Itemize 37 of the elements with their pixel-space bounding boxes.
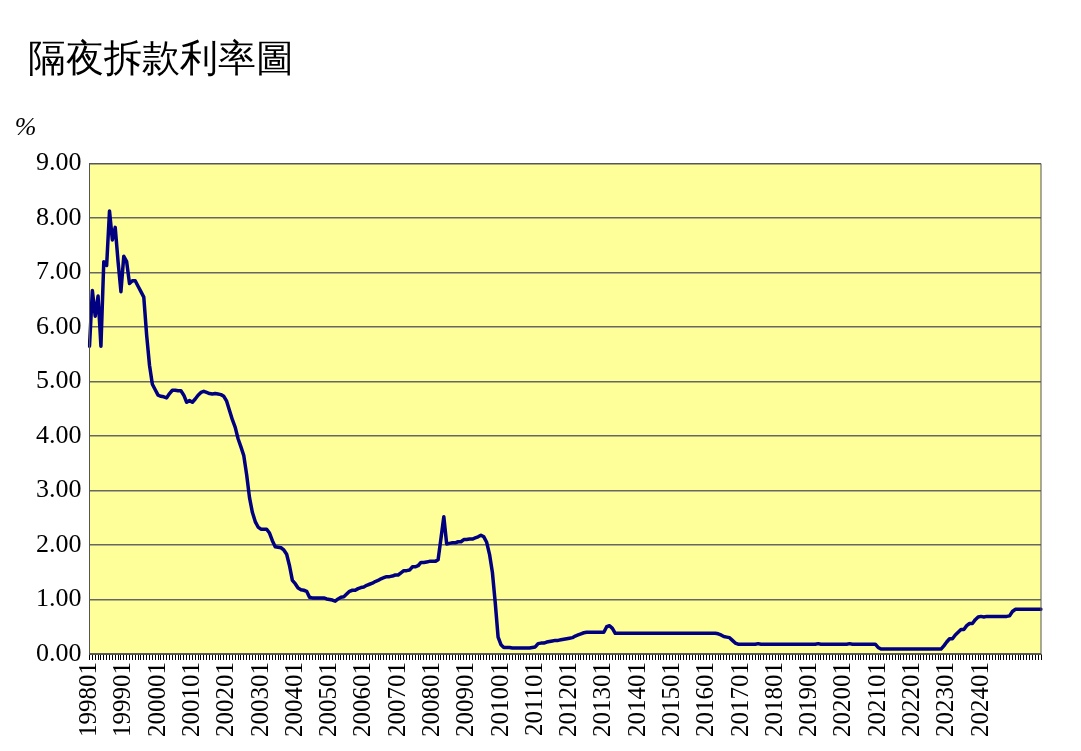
x-tick-label: 202001 (828, 662, 856, 737)
x-tick-label: 200301 (245, 662, 273, 737)
x-tick-label: 201401 (622, 662, 650, 737)
y-tick-label: 5.00 (36, 365, 82, 395)
chart-title: 隔夜拆款利率圖 (28, 36, 294, 79)
x-tick-label: 201501 (656, 662, 684, 737)
y-tick-label: 6.00 (36, 310, 82, 340)
x-tick-label: 202301 (931, 662, 959, 737)
x-tick-label: 201701 (725, 662, 753, 737)
x-tick-label: 201801 (759, 662, 787, 737)
y-tick-label: 8.00 (36, 201, 82, 231)
x-tick-label: 201101 (519, 662, 547, 737)
x-tick-label: 200701 (382, 662, 410, 737)
x-tick-label: 200601 (348, 662, 376, 737)
x-tick-label: 201901 (794, 662, 822, 737)
x-tick-label: 200001 (142, 662, 170, 737)
x-tick-label: 200901 (451, 662, 479, 737)
x-tick-label: 200201 (211, 662, 239, 737)
x-tick-label: 199901 (108, 662, 136, 737)
x-tick-label: 200501 (314, 662, 342, 737)
y-tick-label: 4.00 (36, 419, 82, 449)
x-tick-label: 202101 (862, 662, 890, 737)
x-tick-label: 200401 (279, 662, 307, 737)
x-tick-label: 201301 (588, 662, 616, 737)
y-tick-label: 7.00 (36, 256, 82, 286)
x-tick-label: 202201 (896, 662, 924, 737)
y-tick-label: 9.00 (36, 147, 82, 177)
x-tick-label: 201001 (485, 662, 513, 737)
y-tick-label: 2.00 (36, 528, 82, 558)
y-tick-label: 3.00 (36, 474, 82, 504)
y-axis-title: % (14, 112, 37, 142)
x-tick-label: 200101 (176, 662, 204, 737)
x-tick-label: 200801 (416, 662, 444, 737)
x-tick-label: 202401 (965, 662, 993, 737)
y-tick-label: 1.00 (36, 583, 82, 613)
x-tick-label: 201601 (691, 662, 719, 737)
x-tick-label: 201201 (554, 662, 582, 737)
